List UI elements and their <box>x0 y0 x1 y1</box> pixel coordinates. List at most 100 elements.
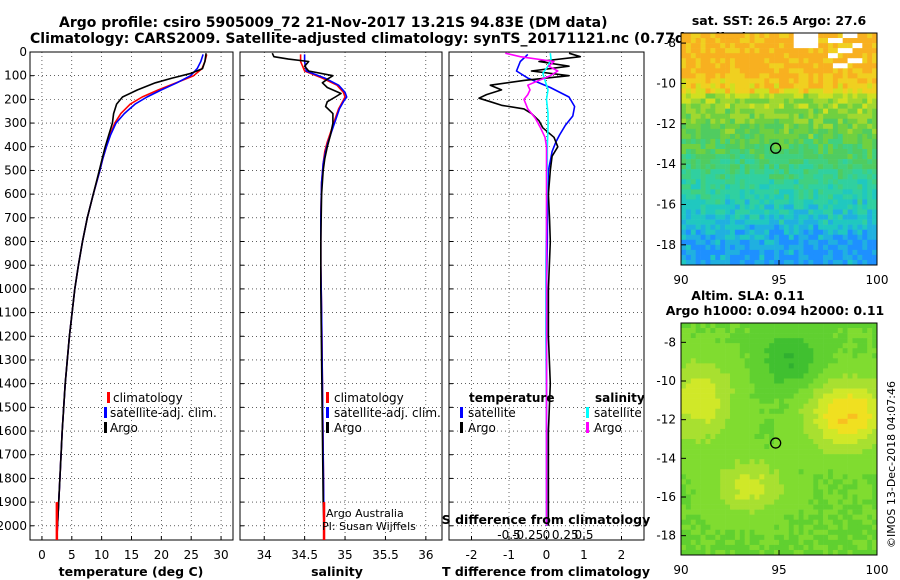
map-cell <box>749 53 755 59</box>
map-cell <box>705 418 711 425</box>
map-cell <box>700 499 706 505</box>
map-cell <box>852 534 858 541</box>
map-cell <box>681 439 687 445</box>
map-cell <box>793 358 799 364</box>
map-cell <box>769 348 775 354</box>
map-cell <box>828 549 834 556</box>
map-cell <box>725 418 731 425</box>
map-cell <box>793 534 799 541</box>
map-cell <box>730 239 736 246</box>
map-cell <box>754 439 760 445</box>
map-cell <box>793 43 799 49</box>
map-cell <box>828 449 834 455</box>
map-cell <box>764 138 770 145</box>
map-cell <box>823 323 829 329</box>
map-cell <box>813 539 819 546</box>
map-cell <box>730 58 736 64</box>
map-cell <box>705 88 711 94</box>
map-cell <box>759 184 765 190</box>
map-cell <box>754 333 760 339</box>
map-cell <box>744 128 750 135</box>
map-cell <box>700 494 706 500</box>
map-cell <box>690 118 696 125</box>
map-cell <box>730 189 736 195</box>
map-cell <box>847 53 853 59</box>
map-cell <box>818 209 824 215</box>
map-cell <box>798 398 804 404</box>
map-cell <box>710 549 716 556</box>
map-cell <box>685 494 692 500</box>
map-cell <box>725 184 731 190</box>
map-cell <box>788 378 794 384</box>
map-cell <box>725 234 731 241</box>
map-cell <box>852 194 858 200</box>
map-cell <box>754 48 760 54</box>
map-cell <box>867 234 873 241</box>
map-cell <box>710 428 716 435</box>
map-cell <box>764 408 770 415</box>
map-cell <box>842 169 848 175</box>
map-cell <box>705 373 711 379</box>
map-cell <box>788 534 794 541</box>
map-cell <box>749 259 755 266</box>
map-cell <box>793 68 799 74</box>
map-cell <box>788 53 794 59</box>
map-cell <box>788 174 794 180</box>
map-cell <box>685 433 692 440</box>
map-cell <box>730 98 736 104</box>
map-cell <box>730 128 736 135</box>
map-cell <box>720 133 726 140</box>
map-cell <box>798 529 804 536</box>
map-cell <box>847 499 853 505</box>
legend-swatch-temperature-argo <box>460 422 463 433</box>
map-cell <box>774 378 780 384</box>
map-cell <box>774 98 780 104</box>
map-cell <box>754 454 760 460</box>
map-cell <box>818 234 824 241</box>
map-cell <box>695 78 701 84</box>
map-cell <box>803 373 809 379</box>
map-cell <box>783 544 790 551</box>
map-cell <box>715 353 721 359</box>
map-cell <box>739 194 745 200</box>
map-cell <box>808 474 814 480</box>
map-cell <box>774 388 780 394</box>
map-cell <box>730 118 736 125</box>
map-cell <box>847 78 853 84</box>
map-cell <box>749 338 755 344</box>
map-cell <box>779 194 785 200</box>
map-cell <box>837 219 843 225</box>
map-cell <box>828 73 834 79</box>
map-cell <box>857 484 863 490</box>
map-cell <box>725 88 731 94</box>
map-cell <box>739 388 745 394</box>
map-cell <box>715 83 721 89</box>
map-cell <box>788 529 794 536</box>
map-cell <box>852 363 858 369</box>
map-cell <box>710 93 716 99</box>
map-cell <box>779 524 785 531</box>
map-cell <box>754 189 760 195</box>
map-cell <box>690 244 696 251</box>
map-cell <box>842 469 848 475</box>
map-cell <box>715 143 721 150</box>
map-cell <box>872 133 878 140</box>
map-cell <box>872 368 878 374</box>
map-cell <box>832 333 839 339</box>
map-cell <box>754 249 760 256</box>
map-cell <box>744 174 750 180</box>
map-cell <box>872 244 878 251</box>
figure-title-line2: Climatology: CARS2009. Satellite-adjuste… <box>30 31 748 47</box>
map-cell <box>764 524 770 531</box>
map-cell <box>842 358 848 364</box>
map-cell <box>710 229 716 236</box>
map-cell <box>715 479 721 485</box>
map-cell <box>828 358 834 364</box>
map-cell <box>744 534 750 541</box>
map-cell <box>690 423 696 430</box>
map-cell <box>754 534 760 541</box>
map-cell <box>779 544 785 551</box>
map-cell <box>857 259 863 266</box>
map-cell <box>764 484 770 490</box>
salinity-x-tick-label: -0.25 <box>512 528 543 542</box>
